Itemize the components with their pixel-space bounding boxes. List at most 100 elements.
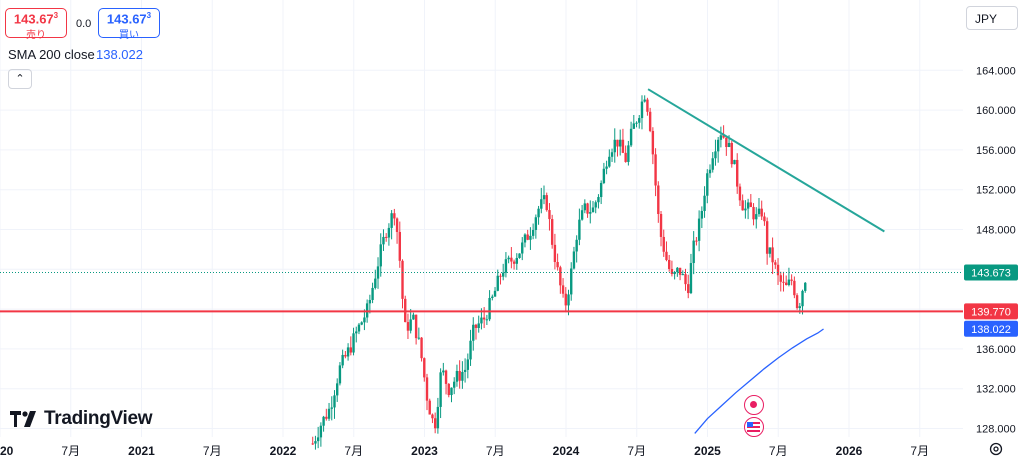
- candle-body: [316, 437, 320, 442]
- y-tick-label: 148.000: [976, 225, 1016, 237]
- candle-body: [474, 324, 478, 328]
- sma-indicator-value: 138.022: [96, 47, 143, 62]
- candle-body: [790, 279, 793, 281]
- candle-body: [605, 166, 608, 169]
- candle-body: [466, 359, 470, 370]
- candle-body: [589, 212, 592, 214]
- candle-body: [586, 203, 589, 214]
- candle-body: [793, 280, 796, 296]
- candle-body: [515, 257, 519, 264]
- candle-body: [624, 152, 627, 162]
- candle-body: [760, 208, 763, 217]
- candle-body: [537, 208, 540, 218]
- x-tick-label: 2024: [553, 444, 580, 458]
- candle-body: [472, 324, 475, 341]
- candle-body: [433, 418, 437, 429]
- candle-body: [678, 267, 682, 275]
- candle-body: [480, 317, 483, 324]
- candle-body: [608, 156, 611, 167]
- candle-body: [330, 407, 333, 409]
- candle-body: [311, 443, 314, 445]
- candle-body: [621, 139, 625, 153]
- candle-body: [439, 372, 442, 407]
- candle-body: [749, 202, 753, 207]
- candle-body: [550, 219, 554, 245]
- candle-body: [336, 383, 339, 396]
- candle-body: [496, 275, 499, 291]
- candle-body: [526, 234, 529, 240]
- candle-body: [629, 128, 633, 146]
- candle-body: [768, 247, 772, 254]
- sell-label: 売り: [26, 30, 46, 42]
- candle-body: [776, 264, 780, 276]
- candle-body: [787, 279, 791, 286]
- currency-label: JPY: [975, 12, 998, 26]
- x-tick-label: 2020: [0, 444, 14, 458]
- y-tick-label: 160.000: [976, 105, 1016, 117]
- candle-body: [711, 158, 714, 170]
- us-flag-event-icon[interactable]: [744, 417, 764, 437]
- candle-body: [714, 151, 717, 159]
- candle-body: [725, 137, 728, 148]
- candle-body: [684, 274, 687, 285]
- candle-body: [695, 240, 698, 242]
- candle-body: [463, 369, 467, 372]
- candle-body: [510, 257, 513, 262]
- candle-body: [613, 139, 616, 153]
- candle-body: [648, 111, 652, 131]
- candle-body: [390, 213, 393, 228]
- candle-body: [706, 173, 709, 196]
- candle-body: [561, 285, 565, 294]
- candle-body: [591, 207, 595, 213]
- collapse-legend-button[interactable]: ⌃: [8, 69, 32, 89]
- sma-200-line: [694, 328, 824, 434]
- candle-body: [325, 416, 328, 419]
- x-tick-label: 7月: [61, 444, 80, 458]
- candle-body: [708, 169, 712, 174]
- chart-lines: [0, 88, 963, 313]
- candle-body: [444, 370, 448, 384]
- sma-value-tag: 138.022: [971, 324, 1011, 336]
- candle-body: [482, 317, 486, 320]
- candle-body: [450, 387, 453, 396]
- buy-button[interactable]: 143.673 買い: [98, 8, 160, 42]
- settings-gear-icon[interactable]: [988, 441, 1004, 457]
- candle-body: [736, 159, 739, 187]
- candle-body: [488, 297, 491, 320]
- candle-body: [771, 247, 774, 263]
- candle-body: [670, 268, 674, 275]
- axis-labels: 128.000132.000136.000140.000144.000148.0…: [0, 26, 1018, 458]
- currency-selector[interactable]: JPY: [966, 6, 1018, 30]
- candle-body: [700, 210, 704, 219]
- candle-body: [360, 322, 363, 325]
- candle-body: [738, 186, 742, 201]
- candle-body: [719, 135, 723, 140]
- candle-body: [662, 236, 665, 252]
- sell-price: 143.673: [13, 11, 59, 27]
- candle-body: [461, 371, 464, 381]
- candle-body: [540, 199, 543, 209]
- candle-body: [716, 139, 720, 152]
- candle-body: [384, 236, 388, 238]
- current-price-tag-bg: [964, 264, 1018, 281]
- candle-body: [414, 314, 418, 339]
- candle-body: [553, 244, 557, 263]
- candle-body: [417, 337, 421, 339]
- candle-body: [504, 259, 508, 273]
- candle-body: [757, 208, 761, 215]
- candle-body: [401, 260, 404, 299]
- candle-body: [657, 185, 660, 215]
- candle-body: [597, 197, 600, 203]
- candle-body: [782, 281, 785, 283]
- sell-button[interactable]: 143.673 売り: [5, 8, 67, 42]
- candle-body: [575, 239, 578, 252]
- candle-body: [314, 441, 317, 444]
- candle-body: [393, 213, 396, 219]
- candle-body: [570, 268, 573, 295]
- tradingview-logo[interactable]: TradingView: [10, 408, 153, 430]
- candle-body: [627, 145, 630, 162]
- buy-label: 買い: [119, 30, 139, 42]
- japan-flag-event-icon[interactable]: [744, 395, 764, 415]
- candle-body: [436, 406, 440, 429]
